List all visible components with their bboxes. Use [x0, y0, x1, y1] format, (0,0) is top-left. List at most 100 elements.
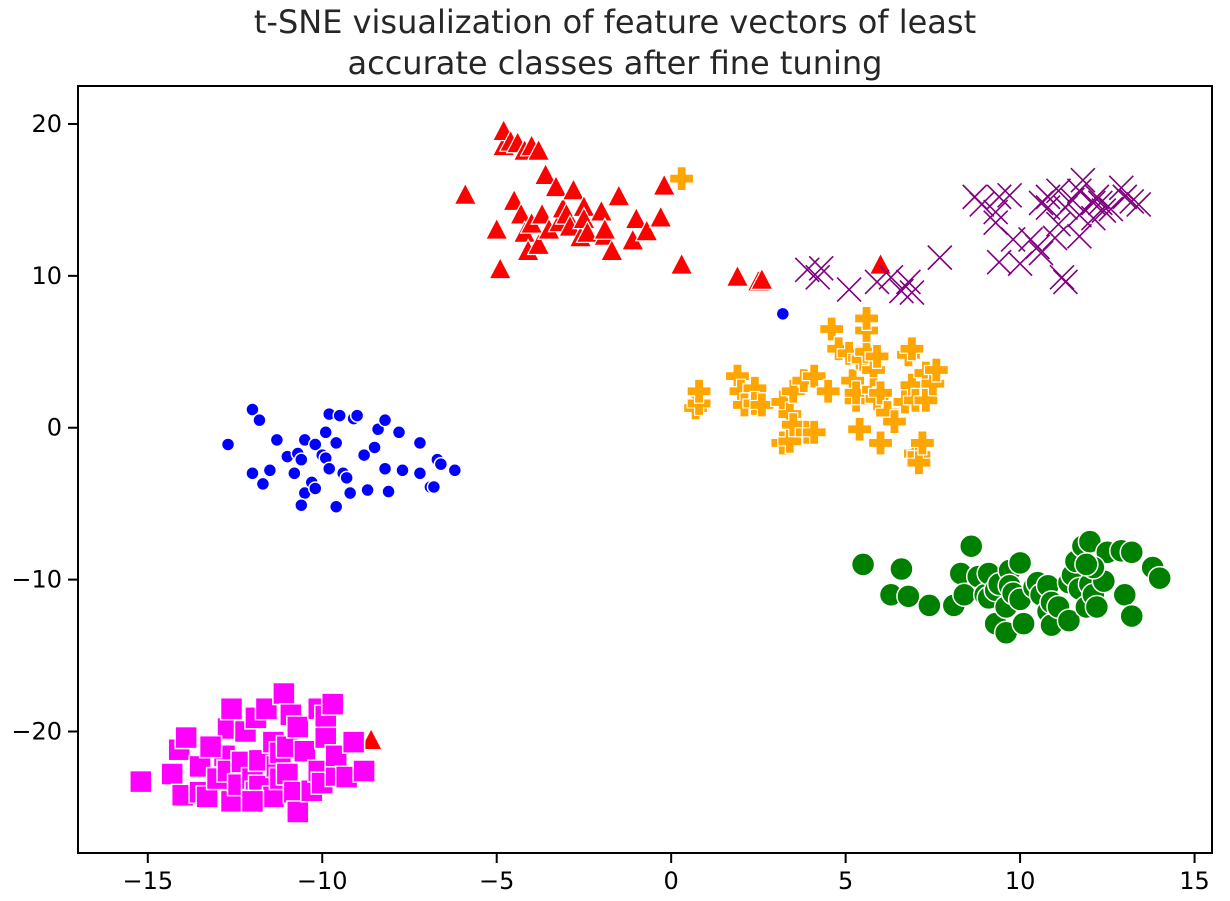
- class-circle-small-point: [381, 484, 396, 499]
- class-triangle-point: [561, 177, 586, 201]
- class-circle-small-point: [262, 463, 278, 478]
- class-triangle-point: [634, 218, 659, 242]
- class-triangle-point: [526, 232, 551, 256]
- class-circle-large-point: [850, 552, 876, 577]
- class-triangle-point: [592, 216, 617, 240]
- axes-frame: [77, 85, 1213, 854]
- class-triangle-point: [589, 198, 614, 222]
- class-square-point: [272, 681, 296, 706]
- x-tick-label: −15: [122, 867, 173, 895]
- class-circle-small-point: [328, 435, 344, 451]
- plot-marks: [129, 118, 1172, 824]
- class-plus-point: [881, 409, 908, 435]
- class-triangle-point: [530, 201, 555, 225]
- class-square-point: [240, 789, 265, 814]
- class-triangle-point: [624, 206, 649, 230]
- class-triangle-point: [453, 182, 478, 205]
- class-circle-large-point: [917, 593, 942, 618]
- x-tick-label: −5: [479, 867, 514, 895]
- class-circle-small-point: [447, 463, 463, 478]
- class-square-point: [341, 730, 366, 754]
- y-tick-label: 20: [31, 110, 62, 138]
- class-square-point: [320, 692, 345, 716]
- class-cross-point: [1119, 188, 1145, 214]
- class-circle-small-point: [426, 479, 442, 495]
- class-cross-point: [1080, 190, 1106, 216]
- class-cross-point: [1028, 240, 1054, 266]
- class-cross-point: [986, 184, 1012, 210]
- class-circle-large-point: [1084, 594, 1110, 620]
- class-circle-small-point: [433, 456, 449, 472]
- class-square-point: [352, 759, 376, 783]
- class-square-point: [129, 769, 153, 794]
- class-circle-large-point: [1074, 552, 1099, 577]
- chart-title-line-1: t-SNE visualization of feature vectors o…: [253, 3, 977, 41]
- class-circle-small-point: [220, 437, 236, 452]
- class-cross-point: [1098, 196, 1124, 222]
- class-triangle-point: [575, 220, 600, 243]
- class-circle-small-point: [328, 499, 344, 514]
- x-axis: −15 −10 −5 0 5 10 15: [122, 853, 1210, 895]
- class-circle-small-point: [294, 497, 309, 513]
- class-circle-small-point: [245, 402, 260, 417]
- class-circle-large-point: [1119, 603, 1144, 629]
- class-circle-small-point: [269, 432, 285, 448]
- class-plus-point: [801, 419, 827, 445]
- class-cross-point: [878, 264, 904, 290]
- class-circle-small-point: [252, 412, 267, 428]
- class-circle-large-point: [1056, 608, 1082, 633]
- class-circle-small-point: [332, 408, 347, 423]
- class-circle-small-point: [294, 452, 309, 467]
- class-square-point: [254, 696, 279, 721]
- class-cross-point: [864, 269, 890, 295]
- y-tick-label: 10: [31, 262, 62, 290]
- class-circle-small-point: [308, 437, 323, 452]
- class-square-point: [219, 696, 244, 721]
- class-circle-large-series: [850, 529, 1172, 646]
- class-cross-point: [1052, 269, 1079, 295]
- class-cross-point: [1070, 167, 1096, 193]
- class-cross-point: [1000, 226, 1026, 252]
- class-triangle-point: [544, 174, 569, 198]
- class-cross-series: [794, 167, 1152, 306]
- chart-title-line-2: accurate classes after fine tuning: [347, 44, 883, 82]
- class-triangle-point: [868, 251, 893, 275]
- class-triangle-point: [488, 256, 513, 280]
- class-triangle-point: [526, 138, 551, 161]
- class-cross-point: [808, 255, 834, 281]
- y-tick-label: 0: [47, 414, 62, 442]
- class-cross-point: [1045, 211, 1072, 237]
- class-plus-point: [923, 357, 949, 383]
- class-cross-point: [1091, 197, 1117, 224]
- class-square-point: [174, 725, 198, 750]
- class-plus-point: [867, 430, 894, 456]
- class-cross-point: [805, 264, 831, 290]
- class-circle-large-point: [1147, 565, 1172, 591]
- class-triangle-point: [359, 727, 384, 751]
- class-circle-small-point: [245, 466, 260, 481]
- class-plus-point: [906, 450, 932, 476]
- class-square-point: [286, 800, 310, 824]
- class-circle-small-point: [318, 425, 333, 440]
- class-plus-point: [669, 166, 695, 192]
- x-tick-label: −10: [297, 867, 348, 895]
- class-circle-large-point: [1007, 550, 1033, 576]
- class-circle-small-point: [377, 412, 393, 428]
- class-cross-point: [1028, 190, 1054, 216]
- class-plus-point: [815, 378, 841, 404]
- class-cross-point: [1112, 184, 1138, 210]
- class-triangle-point: [509, 201, 534, 225]
- class-plus-point: [864, 343, 890, 369]
- class-circle-large-point: [958, 533, 984, 559]
- class-plus-point: [853, 305, 880, 331]
- class-cross-point: [1042, 225, 1068, 251]
- chart-title: t-SNE visualization of feature vectors o…: [0, 2, 1230, 84]
- class-cross-point: [983, 199, 1009, 225]
- y-tick-label: −10: [11, 566, 62, 594]
- class-cross-point: [895, 269, 922, 295]
- class-circle-small-point: [395, 463, 410, 478]
- class-square-series: [129, 681, 376, 824]
- class-circle-large-point: [1011, 611, 1036, 636]
- class-circle-small-point: [349, 408, 365, 423]
